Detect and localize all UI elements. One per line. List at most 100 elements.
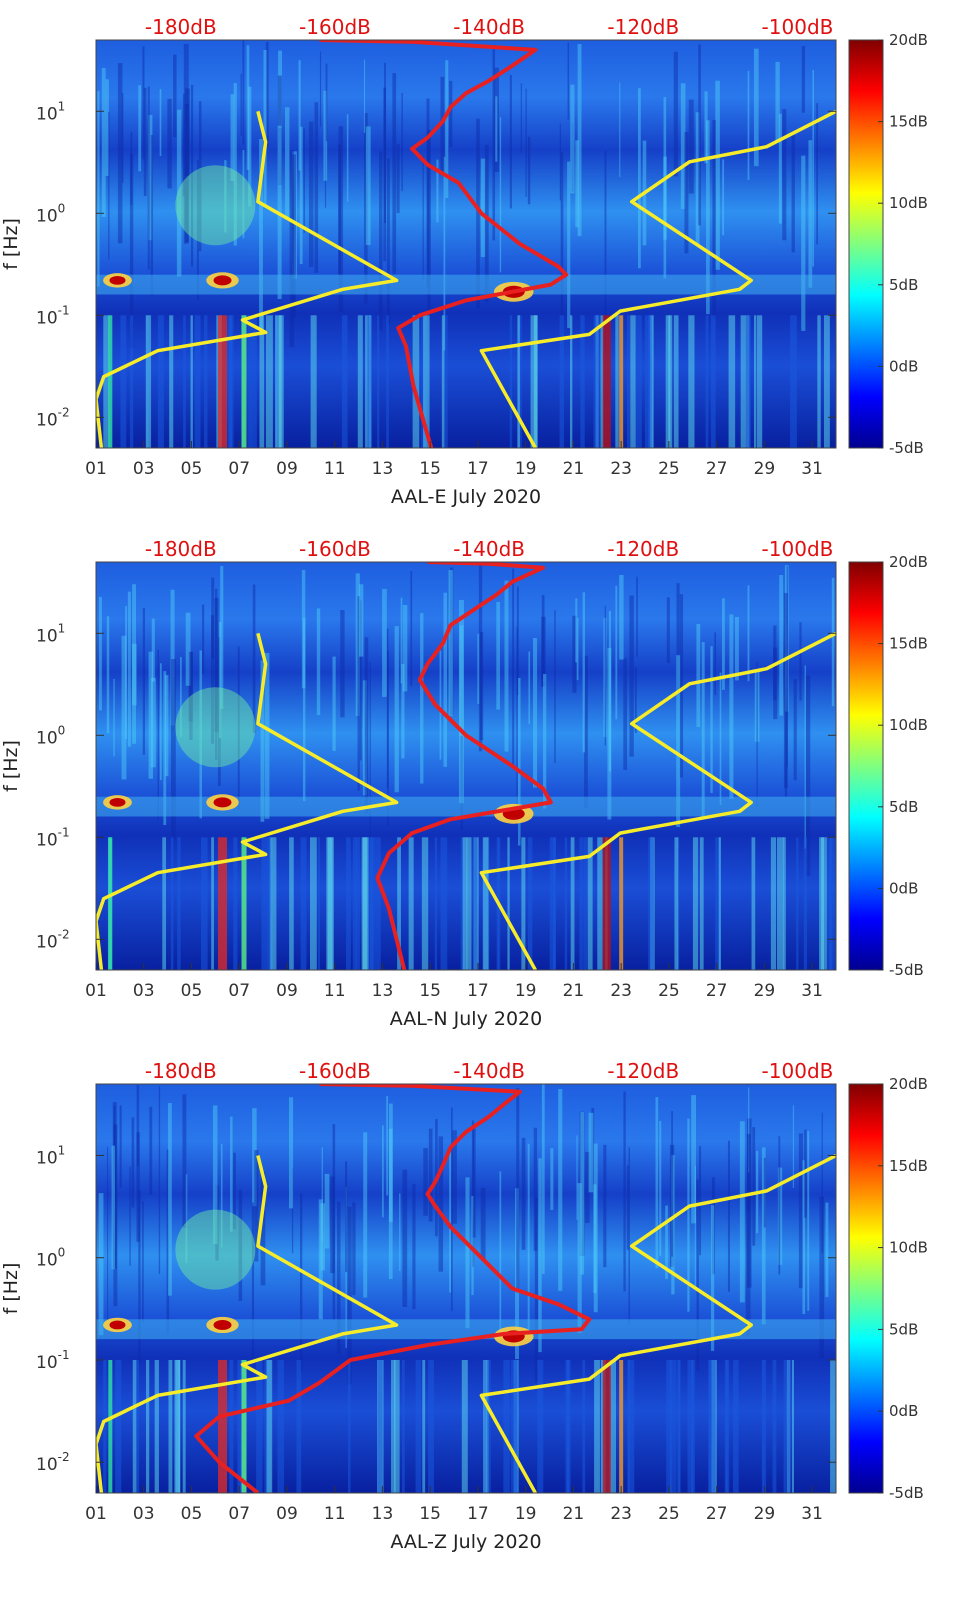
colorbar-tick-label: -5dB [889, 1484, 924, 1502]
x-tick-label: 21 [563, 1504, 585, 1524]
colorbar-tick-label: 0dB [889, 879, 918, 897]
top-axis-label: -120dB [607, 15, 679, 39]
top-axis-label: -180dB [145, 1059, 217, 1083]
x-tick-label: 05 [181, 1504, 203, 1524]
x-tick-label: 01 [85, 1504, 107, 1524]
plot-frame [95, 39, 837, 449]
x-tick-label: 03 [133, 459, 155, 479]
curve-3 [194, 1084, 592, 1493]
y-axis-label: f [Hz] [0, 740, 22, 792]
plot-frame [95, 1083, 837, 1494]
x-tick-label: 23 [610, 459, 632, 479]
x-tick-label: 09 [276, 459, 298, 479]
curve-1 [96, 110, 399, 448]
x-tick-label: 27 [706, 981, 728, 1001]
x-tick-label: 09 [276, 1504, 298, 1524]
top-axis-label: -120dB [607, 1059, 679, 1083]
x-tick-label: 31 [801, 981, 823, 1001]
top-axis-label: -160dB [299, 537, 371, 561]
curve-3 [375, 562, 553, 970]
colorbar-tick-label: 5dB [889, 798, 918, 816]
colorbar-tick-label: 15dB [889, 1157, 928, 1175]
top-axis-label: -180dB [145, 15, 217, 39]
top-axis-label: -100dB [762, 537, 834, 561]
top-axis-label: -120dB [607, 537, 679, 561]
colorbar-tick-label: 0dB [889, 357, 918, 375]
y-axis-label: f [Hz] [0, 218, 22, 270]
x-tick-label: 01 [85, 981, 107, 1001]
colorbar [848, 39, 884, 449]
x-tick-label: 07 [228, 1504, 250, 1524]
panel-1: 01 03 05 07 09 11 13 15 17 19 21 23 25 27 29 31 10-2 10-1… [0, 15, 928, 508]
x-tick-label: 17 [467, 459, 489, 479]
colorbar-tick-label: 15dB [889, 113, 928, 131]
y-tick-label: 100 [36, 1246, 65, 1271]
y-tick-label: 100 [36, 201, 65, 226]
y-axis-label: f [Hz] [0, 1263, 22, 1315]
spectrogram-image [96, 562, 836, 970]
x-tick-label: 19 [515, 981, 537, 1001]
colorbar [848, 561, 884, 971]
colorbar-tick-label: 20dB [889, 1075, 928, 1093]
top-axis-label: -100dB [762, 1059, 834, 1083]
y-tick-label: 101 [36, 621, 65, 646]
x-tick-label: 27 [706, 1504, 728, 1524]
x-tick-label: 23 [610, 981, 632, 1001]
colorbar-tick-label: 5dB [889, 1320, 918, 1338]
y-tick-label: 10-1 [36, 825, 70, 850]
y-tick-label: 101 [36, 99, 65, 124]
y-tick-label: 10-1 [36, 303, 70, 328]
spectrogram-image [96, 1084, 836, 1493]
colorbar-tick-label: -5dB [889, 439, 924, 457]
x-tick-label: 07 [228, 981, 250, 1001]
panel-2: 01 03 05 07 09 11 13 15 17 19 21 23 25 27 29 31 10-2 10-1… [0, 537, 928, 1030]
y-tick-label: 10-2 [36, 1450, 70, 1475]
x-axis-label: AAL-N July 2020 [390, 1008, 542, 1030]
colorbar-tick-label: -5dB [889, 961, 924, 979]
plot-frame [95, 561, 837, 971]
spectrogram-image [96, 40, 836, 448]
x-axis-label: AAL-Z July 2020 [390, 1531, 541, 1553]
x-tick-label: 17 [467, 1504, 489, 1524]
x-tick-label: 21 [563, 459, 585, 479]
top-axis-label: -100dB [762, 15, 834, 39]
top-axis-label: -160dB [299, 15, 371, 39]
x-tick-label: 01 [85, 459, 107, 479]
x-tick-label: 25 [658, 981, 680, 1001]
curve-1 [96, 632, 399, 970]
x-tick-label: 13 [372, 981, 394, 1001]
y-tick-label: 10-2 [36, 927, 70, 952]
x-tick-label: 29 [754, 459, 776, 479]
colorbar-tick-label: 20dB [889, 553, 928, 571]
top-axis-label: -140dB [453, 1059, 525, 1083]
curve-2 [479, 1153, 836, 1493]
curve-2 [479, 631, 836, 970]
top-axis-label: -160dB [299, 1059, 371, 1083]
x-tick-label: 31 [801, 459, 823, 479]
colorbar-tick-label: 10dB [889, 1239, 928, 1257]
x-tick-label: 29 [754, 981, 776, 1001]
x-tick-label: 29 [754, 1504, 776, 1524]
y-tick-label: 101 [36, 1143, 65, 1168]
curve-2 [479, 109, 836, 448]
x-tick-label: 25 [658, 1504, 680, 1524]
colorbar [848, 1083, 884, 1494]
x-tick-label: 23 [610, 1504, 632, 1524]
x-tick-label: 15 [419, 981, 441, 1001]
y-tick-label: 10-2 [36, 405, 70, 430]
x-tick-label: 15 [419, 459, 441, 479]
colorbar-tick-label: 0dB [889, 1402, 918, 1420]
x-tick-label: 11 [324, 1504, 346, 1524]
colorbar-tick-label: 10dB [889, 716, 928, 734]
y-tick-label: 10-1 [36, 1348, 70, 1373]
x-tick-label: 05 [181, 459, 203, 479]
top-axis-label: -180dB [145, 537, 217, 561]
x-tick-label: 11 [324, 459, 346, 479]
x-tick-label: 31 [801, 1504, 823, 1524]
x-tick-label: 05 [181, 981, 203, 1001]
curve-1 [96, 1155, 399, 1493]
top-axis-label: -140dB [453, 15, 525, 39]
x-tick-label: 13 [372, 459, 394, 479]
x-tick-label: 07 [228, 459, 250, 479]
